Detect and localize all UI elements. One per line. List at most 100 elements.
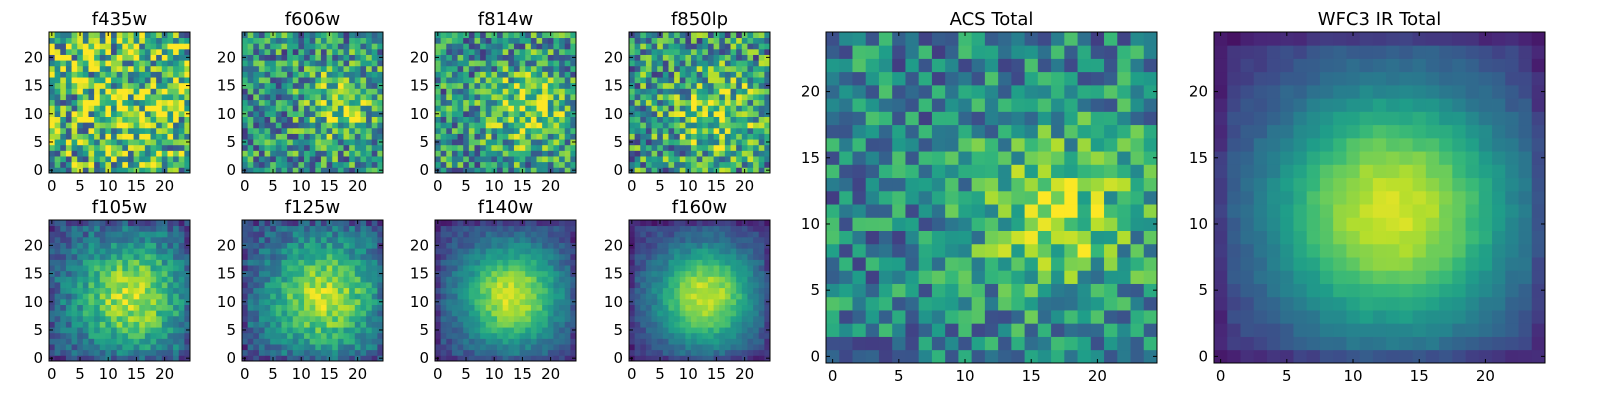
heatmap-cell <box>82 48 89 55</box>
heatmap-cell <box>640 32 647 39</box>
heatmap-cell <box>485 220 492 227</box>
heatmap-cell <box>178 282 185 289</box>
heatmap-cell <box>719 65 726 72</box>
heatmap-cell <box>292 225 299 232</box>
heatmap-cell <box>360 220 367 227</box>
heatmap-cell <box>122 220 129 227</box>
heatmap-cell <box>713 327 720 334</box>
heatmap-cell <box>173 161 180 168</box>
heatmap-cell <box>519 321 526 328</box>
heatmap-cell <box>337 315 344 322</box>
heatmap-cell <box>463 310 470 317</box>
heatmap-cell <box>184 150 191 157</box>
heatmap-cell <box>54 220 61 227</box>
heatmap-cell <box>753 167 760 174</box>
heatmap-cell <box>440 236 447 243</box>
heatmap-cell <box>366 77 373 84</box>
heatmap-cell <box>281 99 288 106</box>
heatmap-cell <box>326 48 333 55</box>
heatmap-cell <box>564 265 571 272</box>
heatmap-cell <box>696 344 703 351</box>
heatmap-cell <box>736 122 743 129</box>
heatmap-cell <box>281 150 288 157</box>
heatmap-cell <box>547 43 554 50</box>
heatmap-cell <box>758 161 765 168</box>
heatmap-cell <box>167 310 174 317</box>
heatmap-cell <box>485 225 492 232</box>
heatmap-cell <box>371 321 378 328</box>
heatmap-cell <box>116 304 123 311</box>
heatmap-cell <box>502 248 509 255</box>
heatmap-cell <box>111 259 118 266</box>
heatmap-cell <box>264 127 271 134</box>
heatmap-cell <box>360 122 367 129</box>
heatmap-cell <box>451 304 458 311</box>
heatmap-cell <box>167 349 174 356</box>
heatmap-cell <box>337 332 344 339</box>
heatmap-cell <box>570 32 577 39</box>
heatmap-cell <box>366 332 373 339</box>
heatmap-cell <box>702 338 709 345</box>
heatmap-cell <box>440 48 447 55</box>
heatmap-cell <box>167 43 174 50</box>
heatmap-cell <box>309 355 316 362</box>
heatmap-cell <box>536 287 543 294</box>
heatmap-cell <box>116 139 123 146</box>
heatmap-cell <box>287 225 294 232</box>
heatmap-cell <box>366 48 373 55</box>
heatmap-cell <box>94 127 101 134</box>
heatmap-cell <box>242 332 249 339</box>
heatmap-cell <box>553 282 560 289</box>
heatmap-cell <box>309 265 316 272</box>
heatmap-cell <box>258 349 265 356</box>
heatmap-cell <box>736 161 743 168</box>
heatmap-cell <box>508 327 515 334</box>
heatmap-cell <box>702 298 709 305</box>
heatmap-cell <box>736 94 743 101</box>
heatmap-cell <box>264 287 271 294</box>
heatmap-cell <box>685 282 692 289</box>
x-tick-label: 10 <box>99 177 118 195</box>
heatmap-cell <box>764 344 771 351</box>
heatmap-cell <box>542 99 549 106</box>
heatmap-cell <box>719 99 726 106</box>
heatmap-cell <box>547 236 554 243</box>
heatmap-cell <box>253 298 260 305</box>
heatmap-cell <box>99 298 106 305</box>
heatmap-cell <box>94 282 101 289</box>
heatmap-cell <box>525 65 532 72</box>
heatmap-cell <box>122 253 129 260</box>
heatmap-cell <box>156 321 163 328</box>
heatmap-cell <box>730 161 737 168</box>
heatmap-cell <box>713 344 720 351</box>
heatmap-cell <box>542 88 549 95</box>
heatmap-cell <box>173 287 180 294</box>
heatmap-cell <box>304 338 311 345</box>
heatmap-cell <box>707 282 714 289</box>
heatmap-cell <box>54 65 61 72</box>
heatmap-cell <box>570 65 577 72</box>
heatmap-cell <box>480 88 487 95</box>
heatmap-cell <box>292 77 299 84</box>
heatmap-cell <box>730 321 737 328</box>
y-tick-label: 15 <box>24 265 43 283</box>
heatmap-cell <box>451 355 458 362</box>
heatmap-cell <box>702 276 709 283</box>
heatmap-cell <box>491 105 498 112</box>
heatmap-cell <box>547 298 554 305</box>
heatmap-cell <box>530 355 537 362</box>
heatmap-cell <box>360 156 367 163</box>
heatmap-cell <box>719 293 726 300</box>
heatmap-cell <box>184 99 191 106</box>
heatmap-cell <box>82 144 89 151</box>
heatmap-cell <box>54 259 61 266</box>
heatmap-cell <box>150 287 157 294</box>
heatmap-cell <box>94 32 101 39</box>
heatmap-cell <box>111 60 118 67</box>
heatmap-cell <box>491 88 498 95</box>
heatmap-cell <box>287 48 294 55</box>
heatmap-cell <box>497 133 504 140</box>
heatmap-cell <box>463 276 470 283</box>
heatmap-cell <box>657 327 664 334</box>
